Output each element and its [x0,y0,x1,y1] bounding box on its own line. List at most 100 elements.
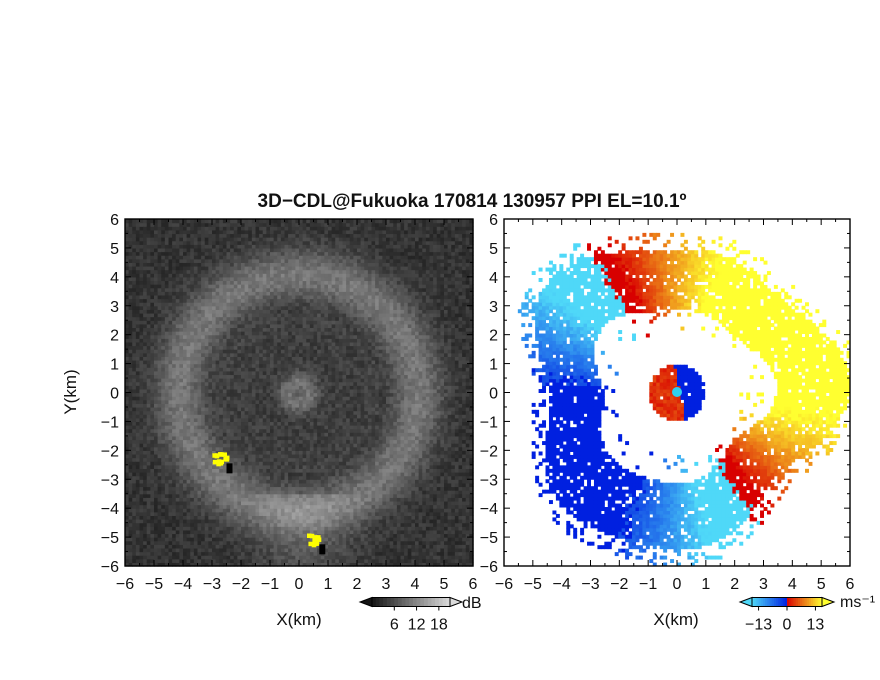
reflectivity-cell [183,312,188,318]
reflectivity-cell [128,435,133,441]
reflectivity-cell [295,255,300,260]
reflectivity-cell [150,331,155,336]
reflectivity-cell [280,305,286,310]
reflectivity-cell [306,247,311,253]
reflectivity-cell [161,312,166,318]
reflectivity-cell [208,529,213,535]
reflectivity-cell [172,294,177,300]
reflectivity-cell [212,265,217,271]
reflectivity-cell [233,323,238,329]
reflectivity-cell [302,522,307,527]
reflectivity-cell [132,562,137,567]
reflectivity-cell [197,497,202,502]
reflectivity-cell [204,497,209,502]
reflectivity-cell [204,468,209,473]
reflectivity-cell [197,385,202,390]
reflectivity-cell [262,226,267,231]
reflectivity-cell [230,497,235,502]
reflectivity-cell [302,356,307,361]
reflectivity-cell [299,414,304,419]
reflectivity-cell [244,522,249,527]
reflectivity-cell [248,410,253,415]
reflectivity-cell [179,504,184,509]
reflectivity-cell [280,450,286,455]
reflectivity-cell [262,493,267,498]
reflectivity-cell [226,334,231,339]
reflectivity-cell [284,508,289,513]
reflectivity-cell [262,284,267,289]
reflectivity-cell [175,240,180,245]
reflectivity-cell [197,537,202,542]
reflectivity-cell [168,276,173,282]
reflectivity-cell [215,287,220,292]
reflectivity-cell [288,417,293,423]
reflectivity-cell [212,562,217,567]
reflectivity-cell [157,511,162,516]
reflectivity-cell [201,511,206,516]
reflectivity-cell [215,258,220,263]
reflectivity-cell [135,359,141,365]
reflectivity-cell [190,547,195,553]
reflectivity-cell [125,515,130,520]
reflectivity-cell [277,522,282,527]
reflectivity-cell [175,251,180,256]
reflectivity-cell [295,352,300,357]
reflectivity-cell [157,493,162,498]
reflectivity-cell [125,276,130,282]
reflectivity-cell [241,482,246,488]
reflectivity-cell [197,316,202,321]
reflectivity-cell [193,298,199,303]
reflectivity-cell [154,320,159,325]
reflectivity-cell [306,352,311,357]
reflectivity-cell [132,486,137,491]
reflectivity-cell [270,526,275,531]
reflectivity-cell [295,363,300,368]
reflectivity-cell [219,237,224,242]
reflectivity-field [125,219,474,567]
reflectivity-cell [139,457,144,462]
reflectivity-cell [233,457,238,462]
reflectivity-cell [266,421,271,426]
reflectivity-cell [284,331,289,336]
reflectivity-cell [154,486,159,491]
reflectivity-cell [266,406,271,412]
reflectivity-cell [237,453,242,459]
reflectivity-cell [299,472,304,477]
reflectivity-cell [255,262,260,267]
reflectivity-cell [128,515,133,520]
reflectivity-cell [251,302,257,307]
reflectivity-cell [132,461,137,466]
reflectivity-cell [146,421,151,426]
reflectivity-cell [222,497,228,502]
reflectivity-cell [295,421,300,426]
reflectivity-cell [132,551,137,556]
reflectivity-cell [197,244,202,249]
reflectivity-cell [208,410,213,415]
reflectivity-cell [212,555,217,560]
reflectivity-cell [193,287,199,292]
reflectivity-cell [295,425,300,430]
reflectivity-cell [251,367,257,372]
reflectivity-cell [208,273,213,278]
reflectivity-cell [190,479,195,484]
reflectivity-cell [302,287,307,292]
reflectivity-cell [146,428,151,433]
reflectivity-cell [233,439,238,444]
reflectivity-cell [190,486,195,491]
reflectivity-cell [161,446,166,451]
reflectivity-cell [230,359,235,365]
reflectivity-cell [273,425,278,430]
reflectivity-cell [172,237,177,242]
reflectivity-cell [251,226,257,231]
reflectivity-cell [197,294,202,300]
reflectivity-cell [299,331,304,336]
reflectivity-cell [143,486,148,491]
reflectivity-cell [273,226,278,231]
reflectivity-cell [154,356,159,361]
reflectivity-cell [132,363,137,368]
reflectivity-cell [230,457,235,462]
reflectivity-cell [179,284,184,289]
reflectivity-cell [270,341,275,347]
reflectivity-cell [168,356,173,361]
reflectivity-cell [277,233,282,238]
